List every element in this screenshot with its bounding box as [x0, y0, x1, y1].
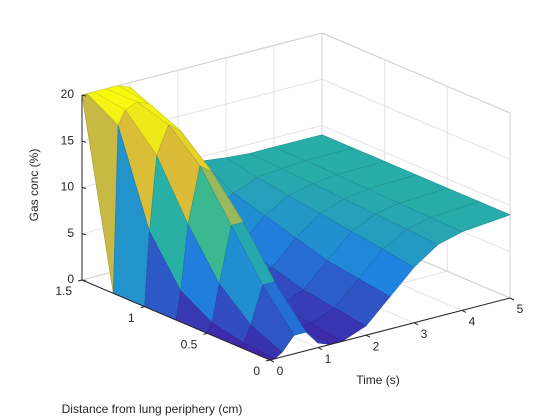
x-tick-label: 4: [469, 315, 476, 329]
x-tick: [269, 359, 275, 363]
y-tick: [265, 359, 271, 362]
y-tick-label: 0.5: [181, 338, 198, 352]
z-tick: [81, 187, 87, 189]
x-tick: [413, 322, 419, 326]
x-tick-label: 2: [373, 339, 380, 353]
x-tick-label: 0: [277, 364, 284, 378]
y-tick: [77, 279, 83, 282]
x-tick: [509, 297, 515, 301]
z-axis-label: Gas conc (%): [27, 149, 41, 222]
y-tick-label: 1: [128, 311, 135, 325]
y-tick-label: 1.5: [55, 284, 72, 298]
z-tick-label: 20: [61, 87, 75, 101]
x-tick-label: 5: [517, 302, 524, 316]
z-tick-label: 5: [67, 226, 74, 240]
box-edge: [321, 32, 511, 114]
y-axis: [81, 279, 271, 361]
y-axis-label: Distance from lung periphery (cm): [62, 402, 243, 416]
z-tick: [81, 279, 87, 282]
z-tick-label: 15: [61, 133, 75, 147]
x-tick-label: 1: [325, 352, 332, 366]
surface-patch: [81, 93, 119, 294]
x-axis-label: Time (s): [356, 373, 400, 387]
z-tick: [81, 140, 87, 143]
x-tick: [365, 334, 371, 338]
z-tick: [81, 233, 87, 236]
z-tick: [81, 94, 87, 97]
z-tick-label: 10: [61, 180, 75, 194]
x-axis: [269, 297, 511, 361]
x-tick: [461, 309, 467, 313]
y-tick-label: 0: [253, 364, 260, 378]
x-tick: [317, 347, 323, 351]
y-tick: [140, 306, 145, 309]
x-tick-label: 3: [421, 327, 428, 341]
z-tick-label: 0: [67, 272, 74, 286]
box-edge: [81, 32, 323, 96]
y-tick: [203, 332, 208, 335]
